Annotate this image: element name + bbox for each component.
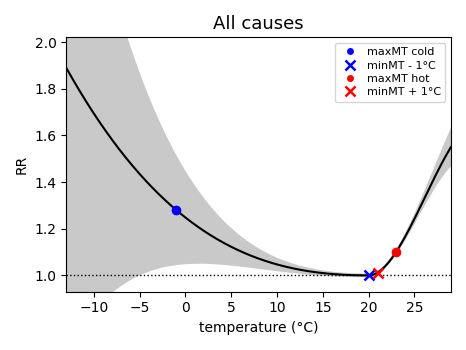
Title: All causes: All causes xyxy=(213,15,304,33)
Legend: maxMT cold, minMT - 1°C, maxMT hot, minMT + 1°C: maxMT cold, minMT - 1°C, maxMT hot, minM… xyxy=(335,43,445,102)
Y-axis label: RR: RR xyxy=(15,155,29,174)
X-axis label: temperature (°C): temperature (°C) xyxy=(199,321,318,335)
